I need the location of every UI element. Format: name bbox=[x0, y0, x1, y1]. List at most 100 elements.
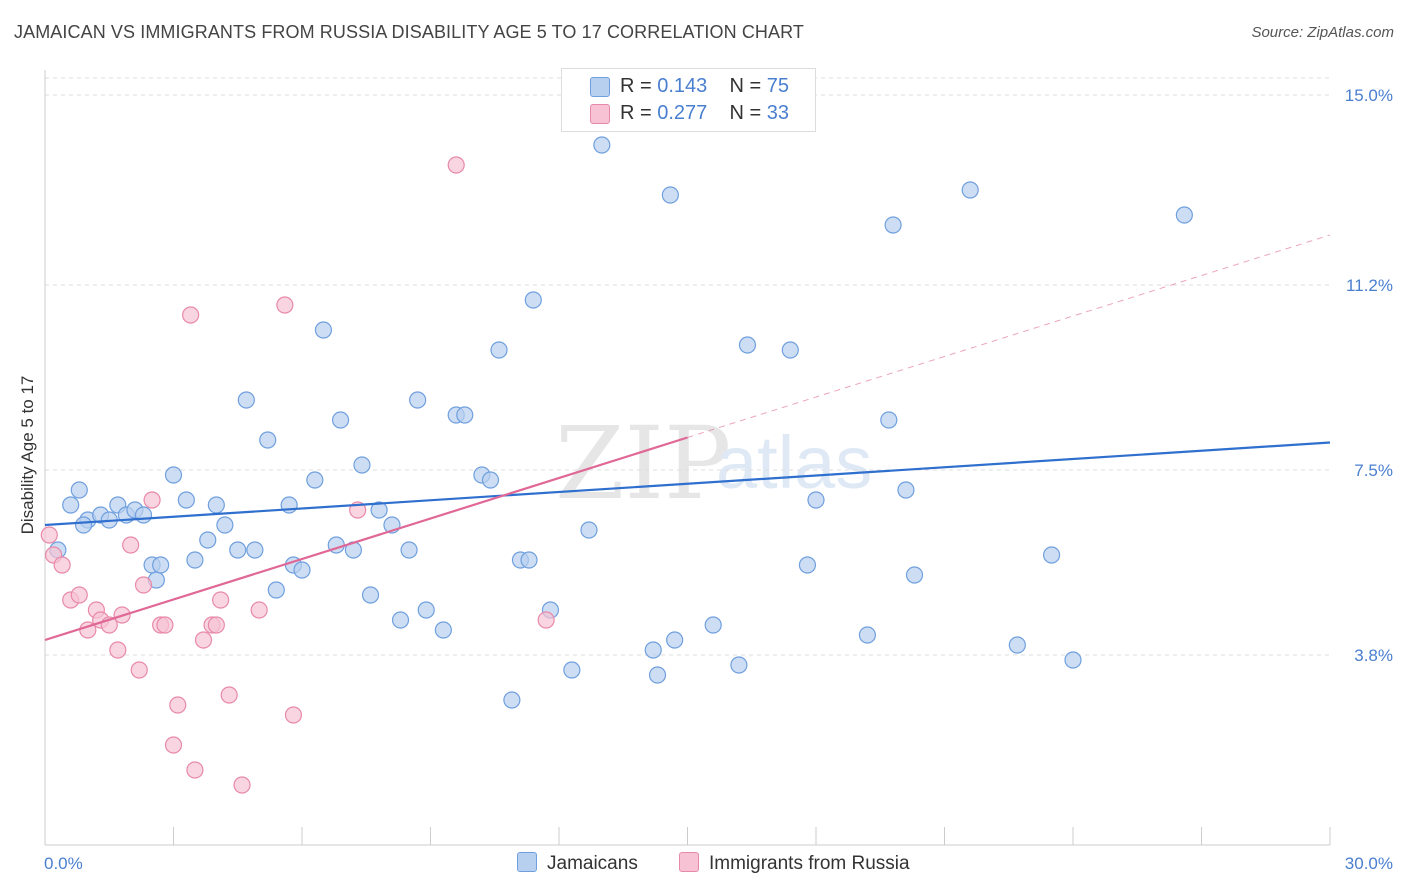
point-jamaicans bbox=[961, 181, 979, 199]
point-russia bbox=[109, 641, 127, 659]
point-jamaicans bbox=[331, 411, 350, 429]
point-russia bbox=[143, 491, 161, 509]
point-jamaicans bbox=[490, 341, 508, 359]
point-jamaicans bbox=[661, 186, 679, 204]
trend-line-jamaicans bbox=[44, 441, 1331, 527]
point-jamaicans bbox=[74, 516, 93, 534]
legend-r-value: 0.277 bbox=[657, 102, 708, 124]
point-jamaicans bbox=[207, 496, 225, 514]
point-jamaicans bbox=[807, 491, 825, 509]
point-jamaicans bbox=[858, 626, 877, 644]
point-jamaicans bbox=[237, 391, 255, 409]
point-russia bbox=[284, 706, 303, 724]
legend-text: R = 0.277 N = 33 bbox=[620, 102, 789, 125]
point-russia bbox=[233, 776, 251, 794]
x-tick-label: 0.0% bbox=[44, 854, 83, 873]
point-jamaicans bbox=[246, 541, 264, 559]
point-jamaicans bbox=[1008, 636, 1026, 654]
point-jamaicans bbox=[884, 216, 902, 234]
point-jamaicans bbox=[456, 406, 474, 424]
legend-text: R = 0.143 N = 75 bbox=[620, 75, 789, 98]
point-jamaicans bbox=[666, 631, 684, 649]
point-jamaicans bbox=[520, 551, 538, 569]
point-jamaicans bbox=[648, 666, 667, 684]
point-jamaicans bbox=[361, 586, 380, 604]
point-jamaicans bbox=[730, 656, 748, 674]
y-tick-label: 3.8% bbox=[1354, 646, 1393, 665]
correlation-legend: R = 0.143 N = 75 R = 0.277 N = 33 bbox=[561, 68, 816, 132]
point-russia bbox=[122, 536, 140, 554]
point-jamaicans bbox=[524, 291, 542, 309]
point-jamaicans bbox=[798, 556, 817, 574]
point-jamaicans bbox=[1064, 651, 1082, 669]
point-jamaicans bbox=[152, 556, 170, 574]
point-jamaicans bbox=[177, 491, 195, 509]
series-jamaicans-points bbox=[49, 136, 1193, 709]
point-russia bbox=[194, 631, 213, 649]
legend-n-value: 75 bbox=[766, 75, 790, 97]
point-jamaicans bbox=[216, 516, 234, 534]
point-jamaicans bbox=[897, 481, 915, 499]
point-jamaicans bbox=[314, 321, 333, 339]
point-russia bbox=[207, 616, 225, 634]
point-russia bbox=[169, 696, 187, 714]
point-jamaicans bbox=[503, 691, 521, 709]
bottom-legend-label: Immigrants from Russia bbox=[709, 853, 910, 874]
bottom-legend-label: Jamaicans bbox=[547, 853, 638, 874]
point-jamaicans bbox=[880, 411, 898, 429]
point-jamaicans bbox=[229, 541, 247, 559]
point-jamaicans bbox=[134, 506, 153, 524]
point-jamaicans bbox=[434, 621, 452, 639]
bottom-legend-swatch-pink bbox=[679, 852, 699, 872]
legend-n-label: N = bbox=[729, 75, 762, 97]
point-russia bbox=[186, 761, 204, 779]
point-russia bbox=[537, 611, 555, 629]
watermark: ZIP atlas bbox=[555, 405, 872, 522]
point-jamaicans bbox=[905, 566, 924, 584]
x-tick-labels: 0.0% 30.0% bbox=[44, 854, 1393, 873]
point-jamaicans bbox=[644, 641, 662, 659]
legend-n-value: 33 bbox=[766, 102, 790, 124]
y-tick-labels: 3.8% 7.5% 11.2% 15.0% bbox=[1345, 86, 1393, 665]
point-jamaicans bbox=[164, 466, 183, 484]
point-jamaicans bbox=[186, 551, 204, 569]
point-russia bbox=[40, 526, 58, 544]
point-russia bbox=[220, 686, 238, 704]
point-jamaicans bbox=[353, 456, 371, 474]
y-axis-label: Disability Age 5 to 17 bbox=[18, 375, 37, 535]
point-russia bbox=[156, 616, 174, 634]
point-russia bbox=[276, 296, 294, 314]
point-russia bbox=[164, 736, 183, 754]
point-jamaicans bbox=[391, 611, 410, 629]
point-russia bbox=[250, 601, 268, 619]
trend-extension-russia bbox=[687, 234, 1331, 438]
point-jamaicans bbox=[704, 616, 722, 634]
point-jamaicans bbox=[781, 341, 799, 359]
point-russia bbox=[182, 306, 200, 324]
point-russia bbox=[447, 156, 465, 174]
legend-swatch-blue bbox=[590, 77, 610, 97]
bottom-legend-swatch-blue bbox=[517, 852, 537, 872]
trend-lines bbox=[44, 234, 1331, 642]
point-jamaicans bbox=[1175, 206, 1193, 224]
legend-r-label: R = bbox=[620, 102, 652, 124]
source-credit: Source: ZipAtlas.com bbox=[1251, 24, 1394, 41]
point-jamaicans bbox=[580, 521, 598, 539]
watermark-atlas: atlas bbox=[716, 421, 872, 504]
chart-title: JAMAICAN VS IMMIGRANTS FROM RUSSIA DISAB… bbox=[14, 22, 804, 42]
bottom-legend-russia: Immigrants from Russia bbox=[679, 852, 910, 875]
point-jamaicans bbox=[199, 531, 217, 549]
point-jamaicans bbox=[370, 501, 388, 519]
point-jamaicans bbox=[259, 431, 277, 449]
axes bbox=[44, 70, 1331, 846]
trend-line-russia bbox=[44, 436, 688, 642]
point-jamaicans bbox=[267, 581, 285, 599]
point-jamaicans bbox=[1042, 546, 1061, 564]
point-jamaicans bbox=[293, 561, 311, 579]
point-jamaicans bbox=[563, 661, 581, 679]
legend-swatch-pink bbox=[590, 104, 610, 124]
point-jamaicans bbox=[417, 601, 435, 619]
point-jamaicans bbox=[409, 391, 427, 409]
grid-lines bbox=[45, 77, 1330, 656]
